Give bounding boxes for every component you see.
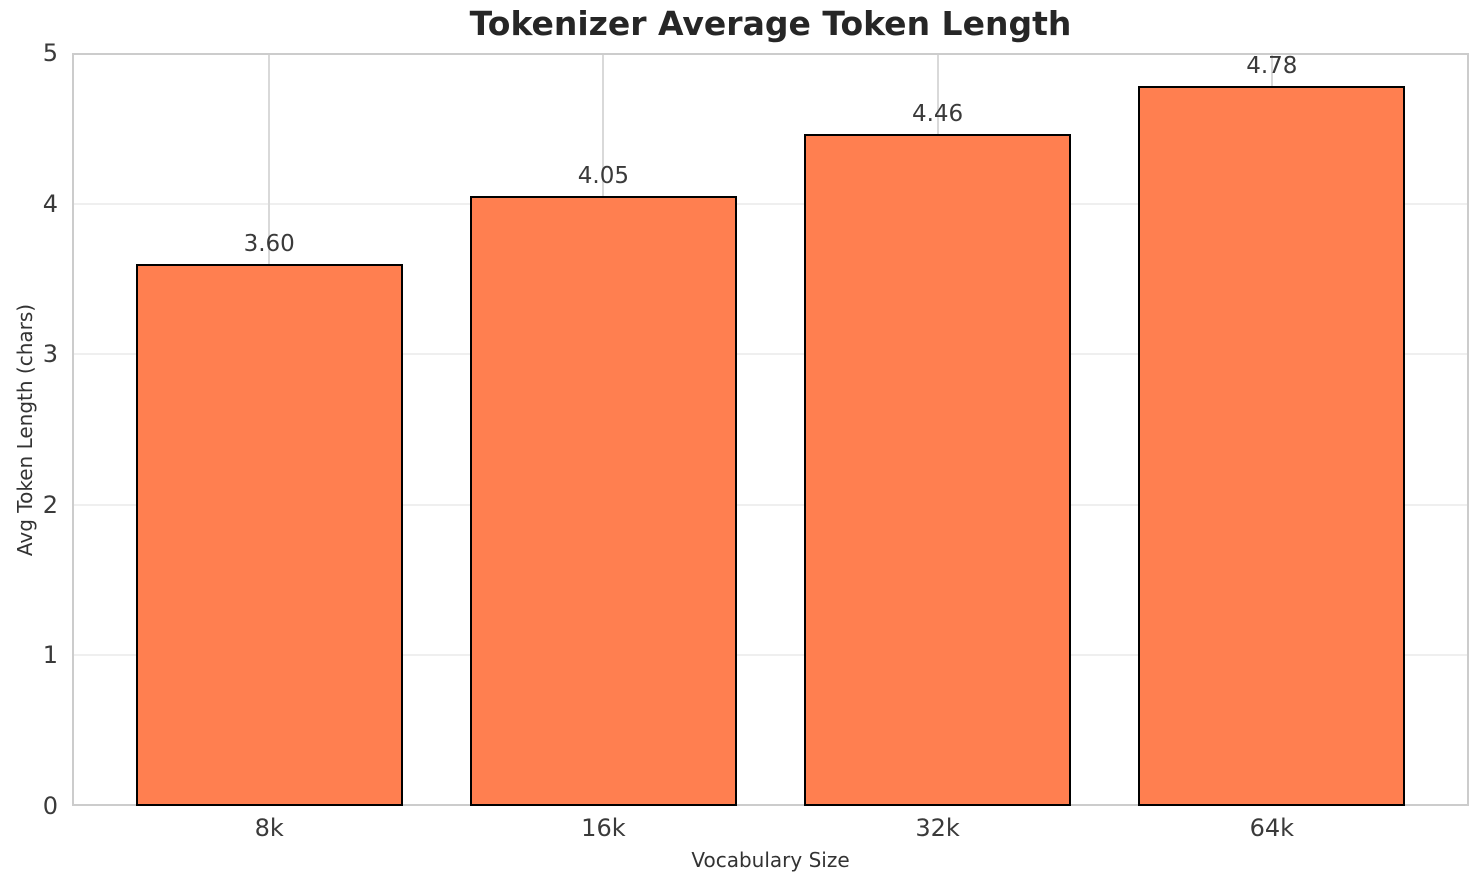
bar: [135, 263, 403, 806]
bar-value-label: 3.60: [243, 230, 295, 257]
y-gridline: [72, 202, 1469, 205]
y-tick-label: 3: [42, 340, 58, 369]
x-tick-label: 32k: [915, 814, 960, 842]
plot-area: 3.60 4.05 4.46 4.78: [72, 53, 1469, 806]
bar: [803, 134, 1072, 806]
y-tick-label: 5: [42, 39, 58, 67]
x-tick-label: 16k: [581, 814, 626, 842]
y-gridline: [72, 353, 1469, 356]
axes-spines: [72, 53, 1469, 806]
bar-value-label: 4.78: [1246, 53, 1298, 80]
y-tick-label: 0: [42, 792, 58, 820]
bar-value-label: 4.46: [911, 101, 964, 128]
y-gridline: [72, 503, 1469, 506]
x-axis-label: Vocabulary Size: [691, 848, 850, 872]
chart-title: Tokenizer Average Token Length: [469, 4, 1072, 43]
bar-value-label: 4.05: [577, 163, 629, 190]
y-tick-label: 1: [42, 641, 58, 670]
y-tick-label: 2: [42, 490, 58, 519]
y-tick-label: 4: [42, 189, 58, 218]
bar: [1138, 86, 1406, 806]
y-gridline: [72, 654, 1469, 657]
x-tick-label: 8k: [254, 814, 284, 842]
bar: [469, 196, 738, 806]
x-tick-label: 64k: [1249, 814, 1295, 842]
